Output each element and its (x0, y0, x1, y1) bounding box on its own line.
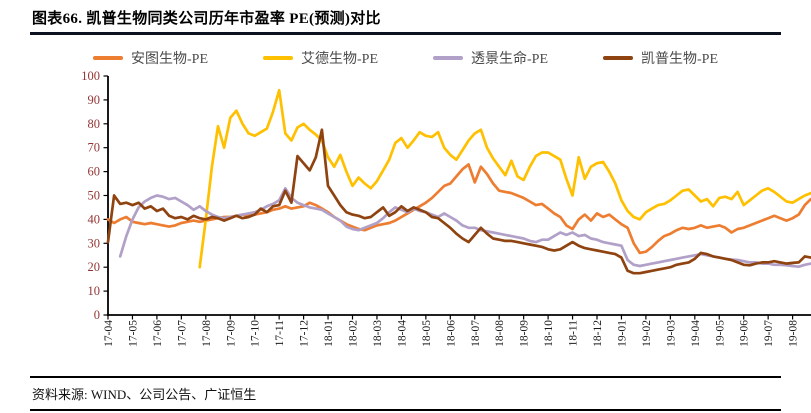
x-tick-label: 17-09 (225, 320, 237, 347)
y-tick-label: 30 (88, 236, 101, 250)
x-tick-label: 18-03 (372, 320, 384, 347)
series-line-kaipu-pe (106, 128, 811, 275)
legend-swatch-aide-pe (263, 56, 293, 60)
x-tick-label: 19-07 (763, 320, 775, 347)
report-figure: 图表66. 凯普生物同类公司历年市盈率 PE(预测)对比 安图生物-PE 艾德生物… (30, 0, 811, 372)
y-tick-label: 40 (88, 212, 101, 226)
y-tick-label: 50 (88, 189, 101, 203)
x-tick-label: 17-12 (299, 320, 311, 347)
legend-swatch-kaipu-pe (603, 56, 633, 60)
legend-item-toujing-pe: 透景生命-PE (433, 48, 548, 68)
x-tick-label: 18-11 (568, 320, 580, 347)
y-tick-label: 100 (81, 70, 100, 83)
x-tick-label: 17-07 (176, 320, 188, 347)
chart-legend: 安图生物-PE 艾德生物-PE 透景生命-PE 凯普生物-PE (30, 48, 781, 68)
x-tick-label: 18-12 (592, 320, 604, 347)
legend-swatch-toujing-pe (433, 56, 463, 60)
x-tick-label: 18-05 (421, 320, 433, 347)
legend-item-antu-pe: 安图生物-PE (93, 48, 208, 68)
pe-line-chart: 0 10 20 30 40 50 60 70 80 90 100 17-04 17-05 17-06 17-… (81, 70, 811, 347)
y-tick-label: 0 (94, 308, 100, 322)
x-tick-label: 17-08 (201, 320, 213, 347)
x-tick-label: 18-01 (323, 320, 335, 347)
y-tick-label: 60 (88, 165, 101, 179)
figure-title: 图表66. 凯普生物同类公司历年市盈率 PE(预测)对比 (30, 0, 781, 35)
x-tick-label: 17-10 (250, 320, 262, 347)
x-tick-label: 17-06 (152, 320, 164, 347)
x-tick-label: 18-10 (543, 320, 555, 347)
y-tick-label: 10 (88, 284, 101, 298)
y-tick-label: 80 (88, 117, 101, 131)
x-tick-label: 19-03 (665, 320, 677, 347)
x-tick-label: 18-09 (519, 320, 531, 347)
x-tick-label: 19-06 (739, 320, 751, 347)
x-tick-label: 18-04 (396, 320, 408, 347)
legend-swatch-antu-pe (93, 56, 123, 60)
legend-label-toujing-pe: 透景生命-PE (471, 52, 548, 67)
x-tick-label: 17-11 (274, 320, 286, 347)
series-line-antu-pe (106, 163, 811, 255)
x-tick-label: 19-05 (714, 320, 726, 347)
x-tick-label: 18-06 (445, 320, 457, 347)
x-tick-label: 18-02 (348, 320, 360, 347)
y-tick-label: 20 (88, 260, 101, 274)
legend-label-kaipu-pe: 凯普生物-PE (641, 52, 718, 67)
source-note: 资料来源: WIND、公司公告、广证恒生 (30, 376, 781, 411)
x-tick-label: 19-04 (690, 320, 702, 347)
legend-label-antu-pe: 安图生物-PE (131, 52, 208, 67)
x-tick-label: 19-08 (788, 320, 800, 347)
x-tick-label: 19-01 (616, 320, 628, 347)
legend-label-aide-pe: 艾德生物-PE (301, 52, 378, 67)
x-tick-label: 17-05 (127, 320, 139, 347)
x-tick-label: 17-04 (103, 320, 115, 347)
y-tick-label: 70 (88, 141, 101, 155)
chart-area: 0 10 20 30 40 50 60 70 80 90 100 17-04 17-05 17-06 17-… (30, 70, 811, 372)
legend-item-kaipu-pe: 凯普生物-PE (603, 48, 718, 68)
y-tick-label: 90 (88, 93, 101, 107)
x-tick-label: 19-02 (641, 320, 653, 347)
x-tick-label: 18-07 (470, 320, 482, 347)
series-line-aide-pe (198, 88, 811, 269)
legend-item-aide-pe: 艾德生物-PE (263, 48, 378, 68)
x-tick-label: 18-08 (494, 320, 506, 347)
